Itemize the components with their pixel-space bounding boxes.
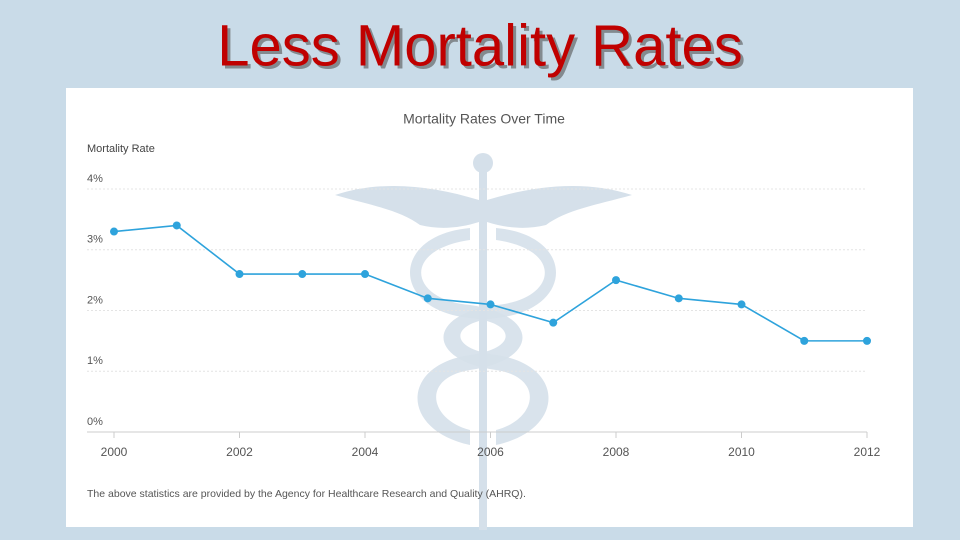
footnote: The above statistics are provided by the… bbox=[87, 488, 526, 500]
y-tick-label: 3% bbox=[87, 234, 103, 246]
data-point bbox=[298, 270, 307, 279]
y-tick-label: 1% bbox=[87, 355, 103, 367]
y-axis-title: Mortality Rate bbox=[87, 143, 155, 155]
x-tick-label: 2006 bbox=[477, 445, 504, 459]
data-point bbox=[110, 227, 118, 236]
data-point bbox=[863, 336, 871, 345]
data-point bbox=[172, 221, 181, 230]
data-point bbox=[235, 270, 244, 279]
data-point bbox=[737, 300, 746, 309]
data-point bbox=[800, 336, 809, 345]
x-tick-label: 2000 bbox=[101, 445, 128, 459]
x-tick-label: 2010 bbox=[728, 445, 755, 459]
data-point bbox=[549, 318, 558, 327]
slide-title-shadow: Less Mortality Rates bbox=[220, 16, 745, 81]
data-point bbox=[674, 294, 683, 303]
data-point bbox=[486, 300, 495, 309]
x-tick-label: 2002 bbox=[226, 445, 253, 459]
slide-title: Less Mortality Rates bbox=[217, 13, 742, 78]
y-tick-label: 0% bbox=[87, 416, 103, 428]
data-point bbox=[423, 294, 432, 303]
data-point bbox=[612, 276, 620, 285]
chart-title: Mortality Rates Over Time bbox=[403, 111, 565, 127]
x-tick-label: 2012 bbox=[854, 445, 881, 459]
y-tick-label: 2% bbox=[87, 294, 103, 306]
data-point bbox=[361, 270, 369, 279]
caduceus-watermark bbox=[335, 153, 632, 530]
y-tick-label: 4% bbox=[87, 173, 103, 185]
x-tick-label: 2008 bbox=[603, 445, 630, 459]
x-tick-label: 2004 bbox=[352, 445, 379, 459]
